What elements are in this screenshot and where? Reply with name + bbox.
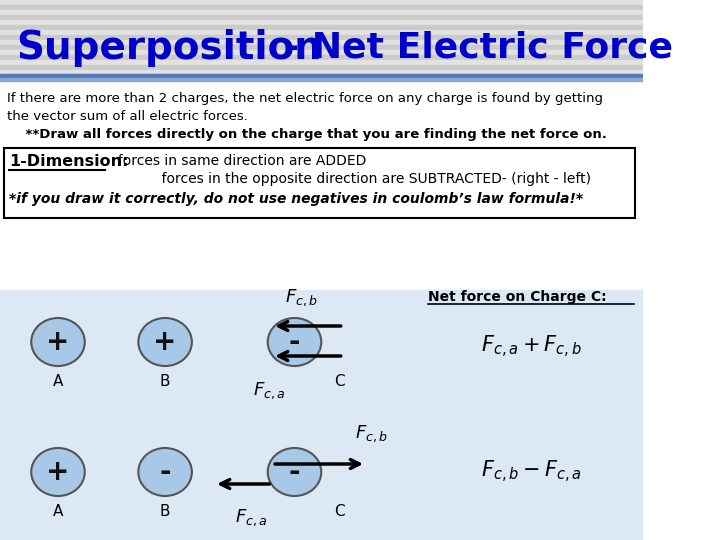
Text: +: + [46, 328, 70, 356]
Text: $F_{c,a}$: $F_{c,a}$ [253, 380, 286, 401]
Bar [0, 50, 642, 55]
Bar [4, 148, 636, 218]
Ellipse shape [268, 318, 321, 366]
Bar [0, 65, 642, 70]
Text: 1-Dimension:: 1-Dimension: [9, 154, 128, 169]
Text: C: C [334, 504, 344, 519]
Text: -: - [289, 458, 300, 486]
Text: If there are more than 2 charges, the net electric force on any charge is found : If there are more than 2 charges, the ne… [7, 92, 603, 105]
Ellipse shape [138, 448, 192, 496]
Bar [0, 0, 642, 5]
Text: A: A [53, 374, 63, 389]
Bar [0, 35, 642, 40]
Ellipse shape [31, 448, 85, 496]
Bar [0, 40, 642, 45]
Bar [0, 70, 642, 75]
Bar [0, 75, 642, 80]
Bar [0, 55, 642, 60]
Text: - Net Electric Force: - Net Electric Force [284, 31, 672, 65]
Bar [0, 80, 642, 540]
Text: C: C [334, 374, 344, 389]
Text: Net force on Charge C:: Net force on Charge C: [428, 290, 607, 304]
Bar [0, 25, 642, 30]
Text: forces in same direction are ADDED: forces in same direction are ADDED [109, 154, 366, 168]
Text: *if you draw it correctly, do not use negatives in coulomb’s law formula!*: *if you draw it correctly, do not use ne… [9, 192, 583, 206]
Bar [0, 45, 642, 50]
Bar [0, 74, 642, 79]
Bar [0, 15, 642, 20]
Text: $F_{c,a}$: $F_{c,a}$ [235, 507, 268, 528]
Bar [0, 78, 642, 81]
Bar [0, 290, 642, 540]
Text: A: A [53, 504, 63, 519]
Text: $F_{c,b}$: $F_{c,b}$ [285, 287, 318, 308]
Text: $F_{c,b} - F_{c,a}$: $F_{c,b} - F_{c,a}$ [481, 459, 581, 485]
Bar [0, 30, 642, 35]
Text: -: - [289, 328, 300, 356]
Ellipse shape [268, 448, 321, 496]
Bar [0, 10, 642, 15]
Text: Superposition: Superposition [16, 29, 322, 67]
Text: +: + [46, 458, 70, 486]
Text: -: - [159, 458, 171, 486]
Text: B: B [160, 504, 171, 519]
Bar [0, 5, 642, 10]
Ellipse shape [31, 318, 85, 366]
Text: forces in the opposite direction are SUBTRACTED- (right - left): forces in the opposite direction are SUB… [109, 172, 591, 186]
Text: **Draw all forces directly on the charge that you are finding the net force on.: **Draw all forces directly on the charge… [7, 128, 607, 141]
Text: $F_{c,b}$: $F_{c,b}$ [355, 423, 388, 444]
Text: B: B [160, 374, 171, 389]
Text: +: + [153, 328, 177, 356]
Text: $F_{c,a} + F_{c,b}$: $F_{c,a} + F_{c,b}$ [480, 334, 582, 360]
Bar [0, 20, 642, 25]
Bar [0, 60, 642, 65]
Ellipse shape [138, 318, 192, 366]
Text: the vector sum of all electric forces.: the vector sum of all electric forces. [7, 110, 248, 123]
